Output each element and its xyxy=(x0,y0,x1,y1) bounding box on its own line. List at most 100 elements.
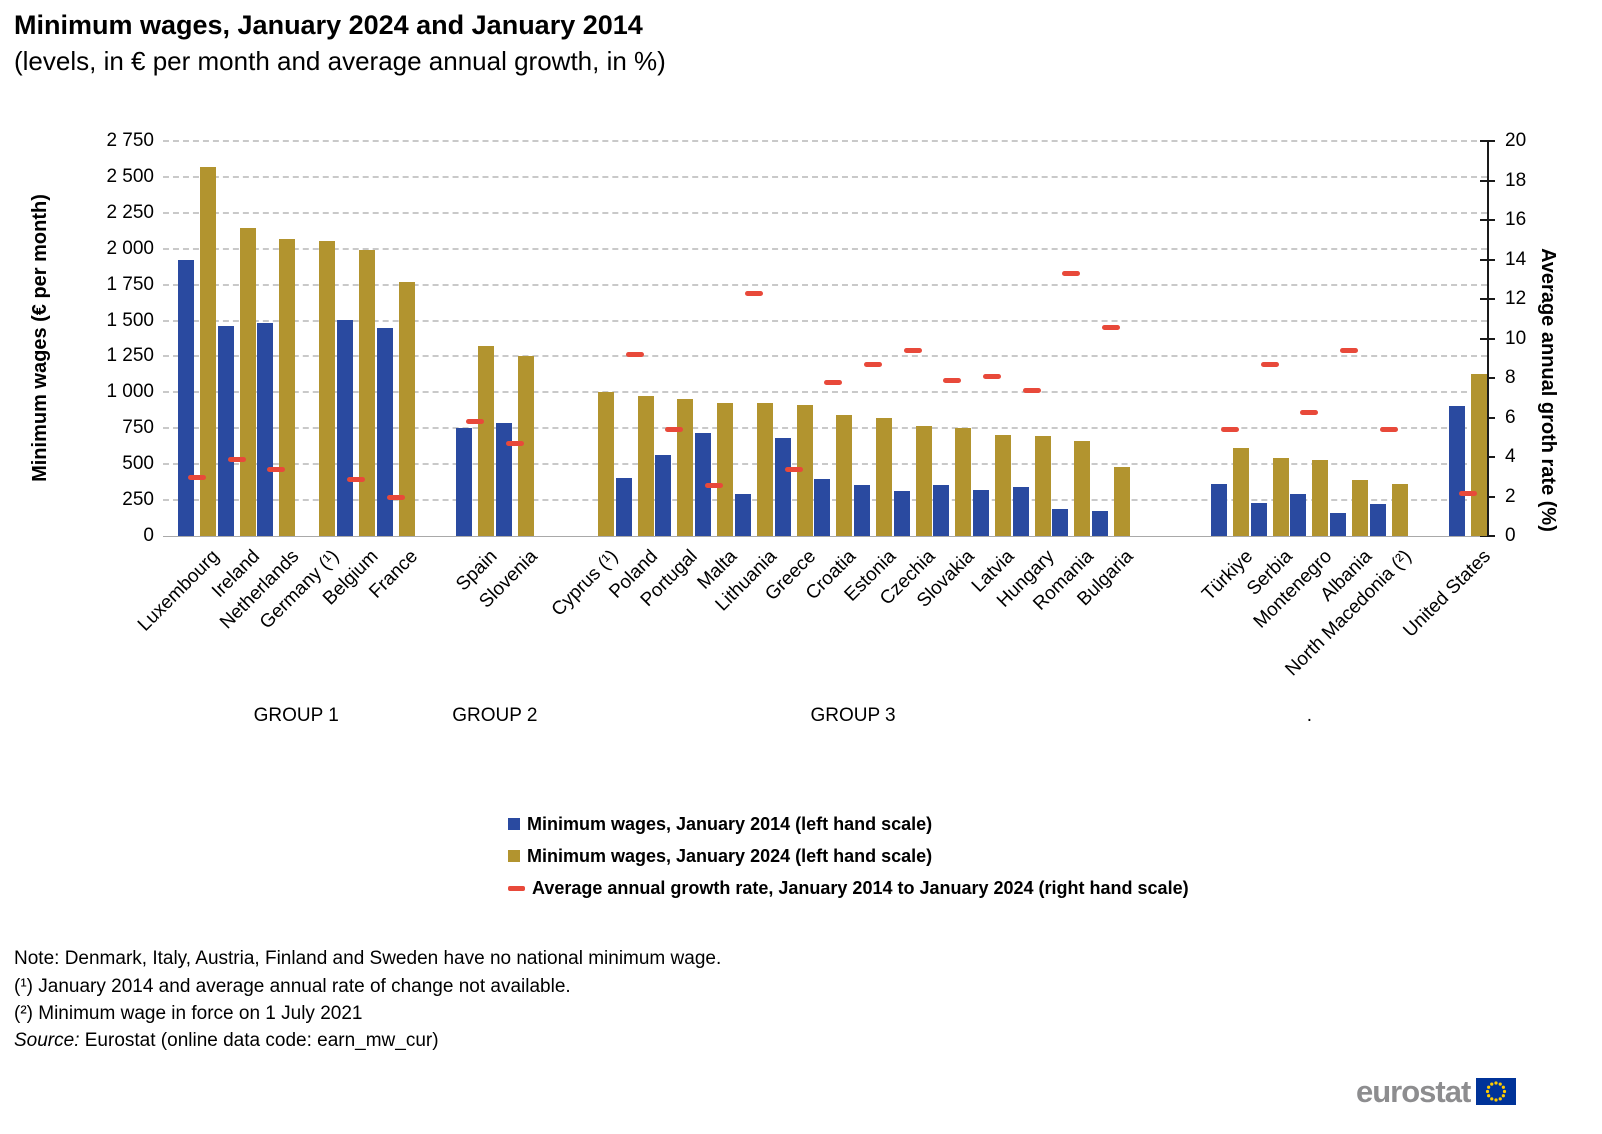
growth-marker-bulgaria xyxy=(1102,324,1121,330)
bar-2024-albania xyxy=(1352,480,1369,536)
bar-2014-poland xyxy=(615,477,632,536)
bar-2024-netherlands xyxy=(279,238,296,536)
page-title: Minimum wages, January 2024 and January … xyxy=(14,10,643,40)
x-axis-baseline xyxy=(163,536,1487,537)
right-axis-tick-label: 8 xyxy=(1505,367,1516,388)
bar-2024-estonia xyxy=(875,418,892,536)
left-axis-tick-label: 2 750 xyxy=(106,130,154,151)
right-axis-tick xyxy=(1480,377,1495,379)
right-axis-tick-label: 10 xyxy=(1505,327,1527,349)
bar-2024-ireland xyxy=(239,227,256,536)
bar-2014-north-macedonia- xyxy=(1369,504,1386,536)
bar-2024-czechia xyxy=(915,426,932,536)
bar-2024-cyprus- xyxy=(598,392,614,536)
bar-2014-france xyxy=(376,328,393,536)
bar-2024-romania xyxy=(1074,440,1091,536)
growth-marker-lithuania xyxy=(744,291,763,297)
left-axis-title: Minimum wages (€ per month) xyxy=(29,194,51,482)
bar-2024-slovakia xyxy=(955,428,972,536)
eu-flag-icon xyxy=(1476,1078,1517,1105)
group-label-4: . xyxy=(1306,705,1313,726)
bar-2024-malta xyxy=(717,403,734,536)
right-axis-tick-label: 14 xyxy=(1505,248,1527,270)
right-axis-tick xyxy=(1480,219,1495,221)
group-label-2: GROUP 2 xyxy=(452,705,538,726)
growth-marker-luxembourg xyxy=(188,474,206,480)
eurostat-logo: eurostat xyxy=(1356,1074,1517,1109)
bar-2014-romania xyxy=(1052,508,1069,536)
bar-2024-poland xyxy=(637,395,654,536)
bar-2014-czechia xyxy=(893,491,910,536)
growth-marker-albania xyxy=(1340,348,1359,354)
left-axis-tick-label: 0 xyxy=(143,525,154,546)
page-subtitle: (levels, in € per month and average annu… xyxy=(14,46,666,76)
right-axis-title: Average annual groth rate (%) xyxy=(1537,248,1559,532)
footnote-1: (¹) January 2014 and average annual rate… xyxy=(14,976,571,997)
growth-marker-croatia xyxy=(824,379,843,385)
x-axis-label-t-rkiye: Türkiye xyxy=(1197,546,1257,605)
right-axis-tick-label: 20 xyxy=(1505,130,1527,151)
gridline xyxy=(163,355,1487,358)
legend-item-2014: Minimum wages, January 2014 (left hand s… xyxy=(508,814,932,834)
growth-marker-spain xyxy=(466,419,484,425)
right-axis-tick-label: 16 xyxy=(1505,209,1527,230)
legend-item-growth: Average annual growth rate, January 2014… xyxy=(508,878,1189,898)
bar-2014-luxembourg xyxy=(178,260,194,536)
source-label: Source: xyxy=(14,1030,80,1051)
growth-marker-slovakia xyxy=(943,377,962,383)
bar-2024-serbia xyxy=(1272,458,1289,536)
bar-2024-t-rkiye xyxy=(1233,448,1249,536)
bar-2024-united-states xyxy=(1471,373,1487,536)
bar-2014-croatia xyxy=(814,478,831,536)
bar-2014-united-states xyxy=(1449,406,1465,536)
gridline xyxy=(163,140,1487,142)
right-axis-tick xyxy=(1480,535,1495,537)
legend-swatch-2014-icon xyxy=(508,818,520,830)
group-label-3: GROUP 3 xyxy=(810,705,896,726)
growth-marker-netherlands xyxy=(267,466,286,472)
growth-marker-t-rkiye xyxy=(1221,427,1239,433)
bar-2014-belgium xyxy=(336,320,353,536)
group-label-1: GROUP 1 xyxy=(253,705,339,726)
bar-2014-montenegro xyxy=(1290,494,1307,536)
bar-2014-t-rkiye xyxy=(1211,484,1227,536)
bar-2024-north-macedonia- xyxy=(1391,484,1408,536)
legend-label-2024: Minimum wages, January 2024 (left hand s… xyxy=(527,845,933,866)
legend-item-2024: Minimum wages, January 2024 (left hand s… xyxy=(508,846,932,866)
bar-2024-spain xyxy=(478,345,494,536)
left-axis-tick-label: 1 500 xyxy=(106,309,154,331)
bar-2024-lithuania xyxy=(756,403,773,536)
bar-2024-germany- xyxy=(319,240,336,536)
bar-2014-bulgaria xyxy=(1092,511,1109,536)
growth-marker-ireland xyxy=(227,456,246,462)
eurostat-logo-text: eurostat xyxy=(1356,1074,1471,1109)
growth-marker-hungary xyxy=(1022,387,1041,393)
growth-marker-romania xyxy=(1062,271,1081,277)
legend-label-2014: Minimum wages, January 2014 (left hand s… xyxy=(527,813,933,834)
right-axis-tick xyxy=(1480,258,1495,261)
bar-2024-latvia xyxy=(995,435,1011,536)
bar-2014-lithuania xyxy=(734,494,751,536)
bar-2014-estonia xyxy=(853,485,870,536)
gridline xyxy=(163,463,1487,466)
right-axis-tick xyxy=(1480,337,1495,340)
gridline xyxy=(163,211,1487,214)
bar-2024-hungary xyxy=(1034,435,1051,536)
right-axis-tick-label: 12 xyxy=(1505,288,1527,309)
left-axis-tick-label: 2 500 xyxy=(106,165,154,187)
legend-swatch-2024-icon xyxy=(508,850,520,862)
right-axis-tick-label: 18 xyxy=(1505,169,1527,191)
gridline xyxy=(163,427,1487,430)
bar-2014-netherlands xyxy=(257,322,274,536)
source-text: Eurostat (online data code: earn_mw_cur) xyxy=(79,1030,439,1051)
note-no-minimum-wage: Note: Denmark, Italy, Austria, Finland a… xyxy=(14,948,722,969)
footnote-2: (²) Minimum wage in force on 1 July 2021 xyxy=(14,1003,363,1024)
gridline xyxy=(163,319,1487,322)
growth-marker-slovenia xyxy=(505,441,524,447)
left-axis-tick-label: 2 000 xyxy=(106,237,154,259)
growth-marker-belgium xyxy=(346,476,365,482)
source-note: Source: Eurostat (online data code: earn… xyxy=(14,1030,439,1052)
gridline xyxy=(163,391,1487,394)
